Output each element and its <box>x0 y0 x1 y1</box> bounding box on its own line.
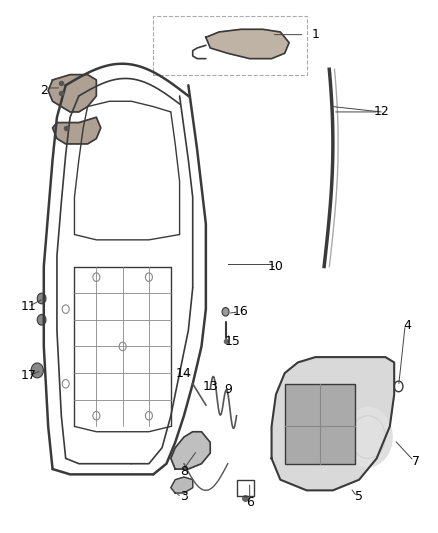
Text: 12: 12 <box>373 106 389 118</box>
Polygon shape <box>171 477 193 493</box>
Text: 10: 10 <box>268 260 284 273</box>
Text: 8: 8 <box>180 465 188 478</box>
Text: 2: 2 <box>40 84 48 97</box>
Text: 16: 16 <box>233 305 249 318</box>
Circle shape <box>37 314 46 325</box>
Circle shape <box>222 308 229 316</box>
Polygon shape <box>53 117 101 144</box>
Text: 11: 11 <box>21 300 36 313</box>
Text: 7: 7 <box>412 455 420 467</box>
Polygon shape <box>48 75 96 112</box>
Text: 6: 6 <box>246 496 254 508</box>
Text: 15: 15 <box>224 335 240 348</box>
Bar <box>285 384 355 464</box>
Text: 4: 4 <box>403 319 411 332</box>
Text: 13: 13 <box>202 380 218 393</box>
Bar <box>153 16 307 75</box>
Text: 9: 9 <box>224 383 232 395</box>
Circle shape <box>344 408 392 466</box>
Text: 14: 14 <box>176 367 192 379</box>
Text: 17: 17 <box>21 369 36 382</box>
Text: 1: 1 <box>311 28 319 41</box>
Circle shape <box>37 293 46 304</box>
Circle shape <box>31 363 43 378</box>
Polygon shape <box>272 357 394 490</box>
Polygon shape <box>171 432 210 469</box>
Text: 5: 5 <box>355 490 363 503</box>
Text: 3: 3 <box>180 490 188 503</box>
Polygon shape <box>206 29 289 59</box>
